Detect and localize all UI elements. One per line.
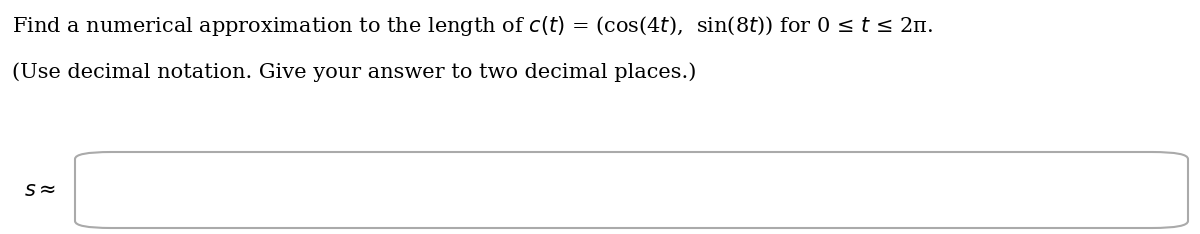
Text: Find a numerical approximation to the length of $c(t)$ = (cos(4$t$),  sin(8$t$)): Find a numerical approximation to the le… — [12, 14, 934, 38]
FancyBboxPatch shape — [74, 152, 1188, 228]
Text: (Use decimal notation. Give your answer to two decimal places.): (Use decimal notation. Give your answer … — [12, 62, 696, 82]
Text: $s \approx$: $s \approx$ — [24, 180, 56, 200]
